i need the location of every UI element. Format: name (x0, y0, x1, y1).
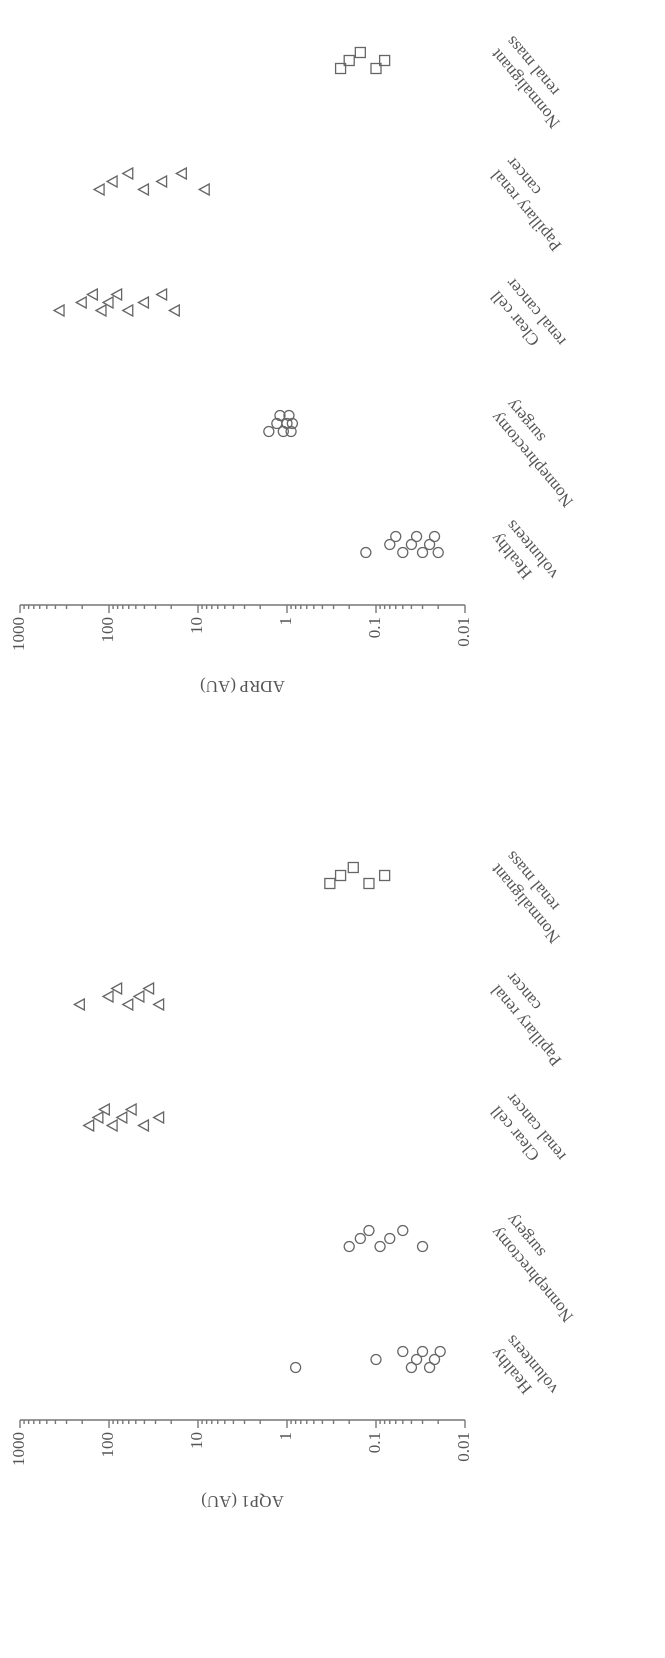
point (354, 46, 366, 59)
point (428, 1353, 441, 1366)
point (101, 989, 114, 1004)
point (397, 546, 409, 559)
point (121, 303, 134, 318)
point (370, 1353, 382, 1366)
point (137, 1118, 150, 1133)
point (274, 409, 286, 422)
point (115, 1110, 128, 1125)
point (101, 295, 114, 310)
point (363, 877, 375, 890)
scatter-panel: 0.01 0.1 1 10 100 1000 AQP1 (AU) Healthyvolunte… (9, 847, 592, 1512)
point (363, 1224, 375, 1237)
y-tick-label: 10 (187, 1432, 206, 1449)
x-tick-label: Clear cellrenal cancer (486, 1089, 569, 1178)
point (416, 546, 429, 559)
y-tick-label: 1 (276, 617, 295, 626)
point (378, 54, 391, 67)
point (343, 54, 355, 67)
y-tick-label: 0.01 (454, 1432, 473, 1462)
point (137, 182, 150, 197)
point (390, 530, 402, 543)
x-tick-label: Nonnephrectomysurgery (486, 395, 592, 511)
y-tick-label: 1000 (9, 1432, 28, 1466)
point (121, 166, 134, 181)
y-tick-label: 0.01 (454, 617, 473, 647)
point (286, 417, 299, 430)
x-tick-label: Clear cellrenal cancer (486, 274, 569, 363)
point (155, 287, 168, 302)
y-tick-label: 0.1 (365, 617, 384, 638)
point (121, 997, 134, 1012)
point (405, 538, 418, 551)
x-tick-label: Nonmalignantrenal mass (486, 847, 579, 947)
point (110, 287, 123, 302)
point (428, 530, 441, 543)
point (263, 425, 275, 438)
point (397, 1345, 409, 1358)
point (324, 877, 336, 890)
point (142, 981, 155, 996)
point (74, 295, 87, 310)
x-tick-label: Papillary renalcancer (486, 153, 580, 255)
point (97, 1102, 110, 1117)
point (354, 1232, 366, 1245)
y-axis-title: ADRP (AU) (200, 677, 285, 696)
point (197, 182, 210, 197)
point (347, 861, 359, 874)
point (384, 1232, 396, 1245)
x-tick-label: Healthyvolunteers (486, 1331, 562, 1411)
point (85, 287, 98, 302)
point (155, 174, 168, 189)
point (423, 538, 436, 551)
point (91, 1110, 104, 1125)
point (410, 530, 423, 543)
point (434, 1345, 446, 1358)
point (334, 62, 347, 75)
point (105, 1118, 118, 1133)
point (343, 1240, 355, 1253)
x-tick-label: Healthyvolunteers (486, 516, 562, 596)
x-tick-label: Nonnephrectomysurgery (486, 1210, 592, 1326)
point (397, 1224, 409, 1237)
point (124, 1102, 137, 1117)
point (384, 538, 396, 551)
point (416, 1345, 429, 1358)
point (374, 1240, 386, 1253)
point (432, 546, 444, 559)
x-tick-label: Papillary renalcancer (486, 968, 580, 1070)
point (334, 869, 347, 882)
point (137, 295, 150, 310)
point (285, 425, 297, 438)
point (167, 303, 180, 318)
y-tick-label: 10 (187, 617, 206, 634)
point (174, 166, 187, 181)
point (410, 1353, 423, 1366)
y-tick-label: 0.1 (365, 1432, 384, 1453)
point (152, 997, 165, 1012)
point (110, 981, 123, 996)
scatter-panel: 0.01 0.1 1 10 100 1000 ADRP (AU) Healthyvolunte… (9, 32, 592, 697)
point (105, 174, 118, 189)
point (405, 1361, 418, 1374)
point (416, 1240, 429, 1253)
point (370, 62, 382, 75)
y-tick-label: 100 (98, 617, 117, 643)
point (52, 303, 65, 318)
y-axis-title: AQP1 (AU) (201, 1492, 284, 1511)
point (82, 1118, 95, 1133)
point (72, 997, 85, 1012)
point (152, 1110, 165, 1125)
point (378, 869, 391, 882)
point (360, 546, 372, 559)
point (289, 1361, 302, 1374)
y-tick-label: 1000 (9, 617, 28, 651)
x-tick-label: Nonmalignantrenal mass (486, 32, 579, 132)
y-tick-label: 100 (98, 1432, 117, 1458)
y-tick-label: 1 (276, 1432, 295, 1441)
point (94, 303, 107, 318)
point (423, 1361, 436, 1374)
point (92, 182, 105, 197)
point (132, 989, 145, 1004)
